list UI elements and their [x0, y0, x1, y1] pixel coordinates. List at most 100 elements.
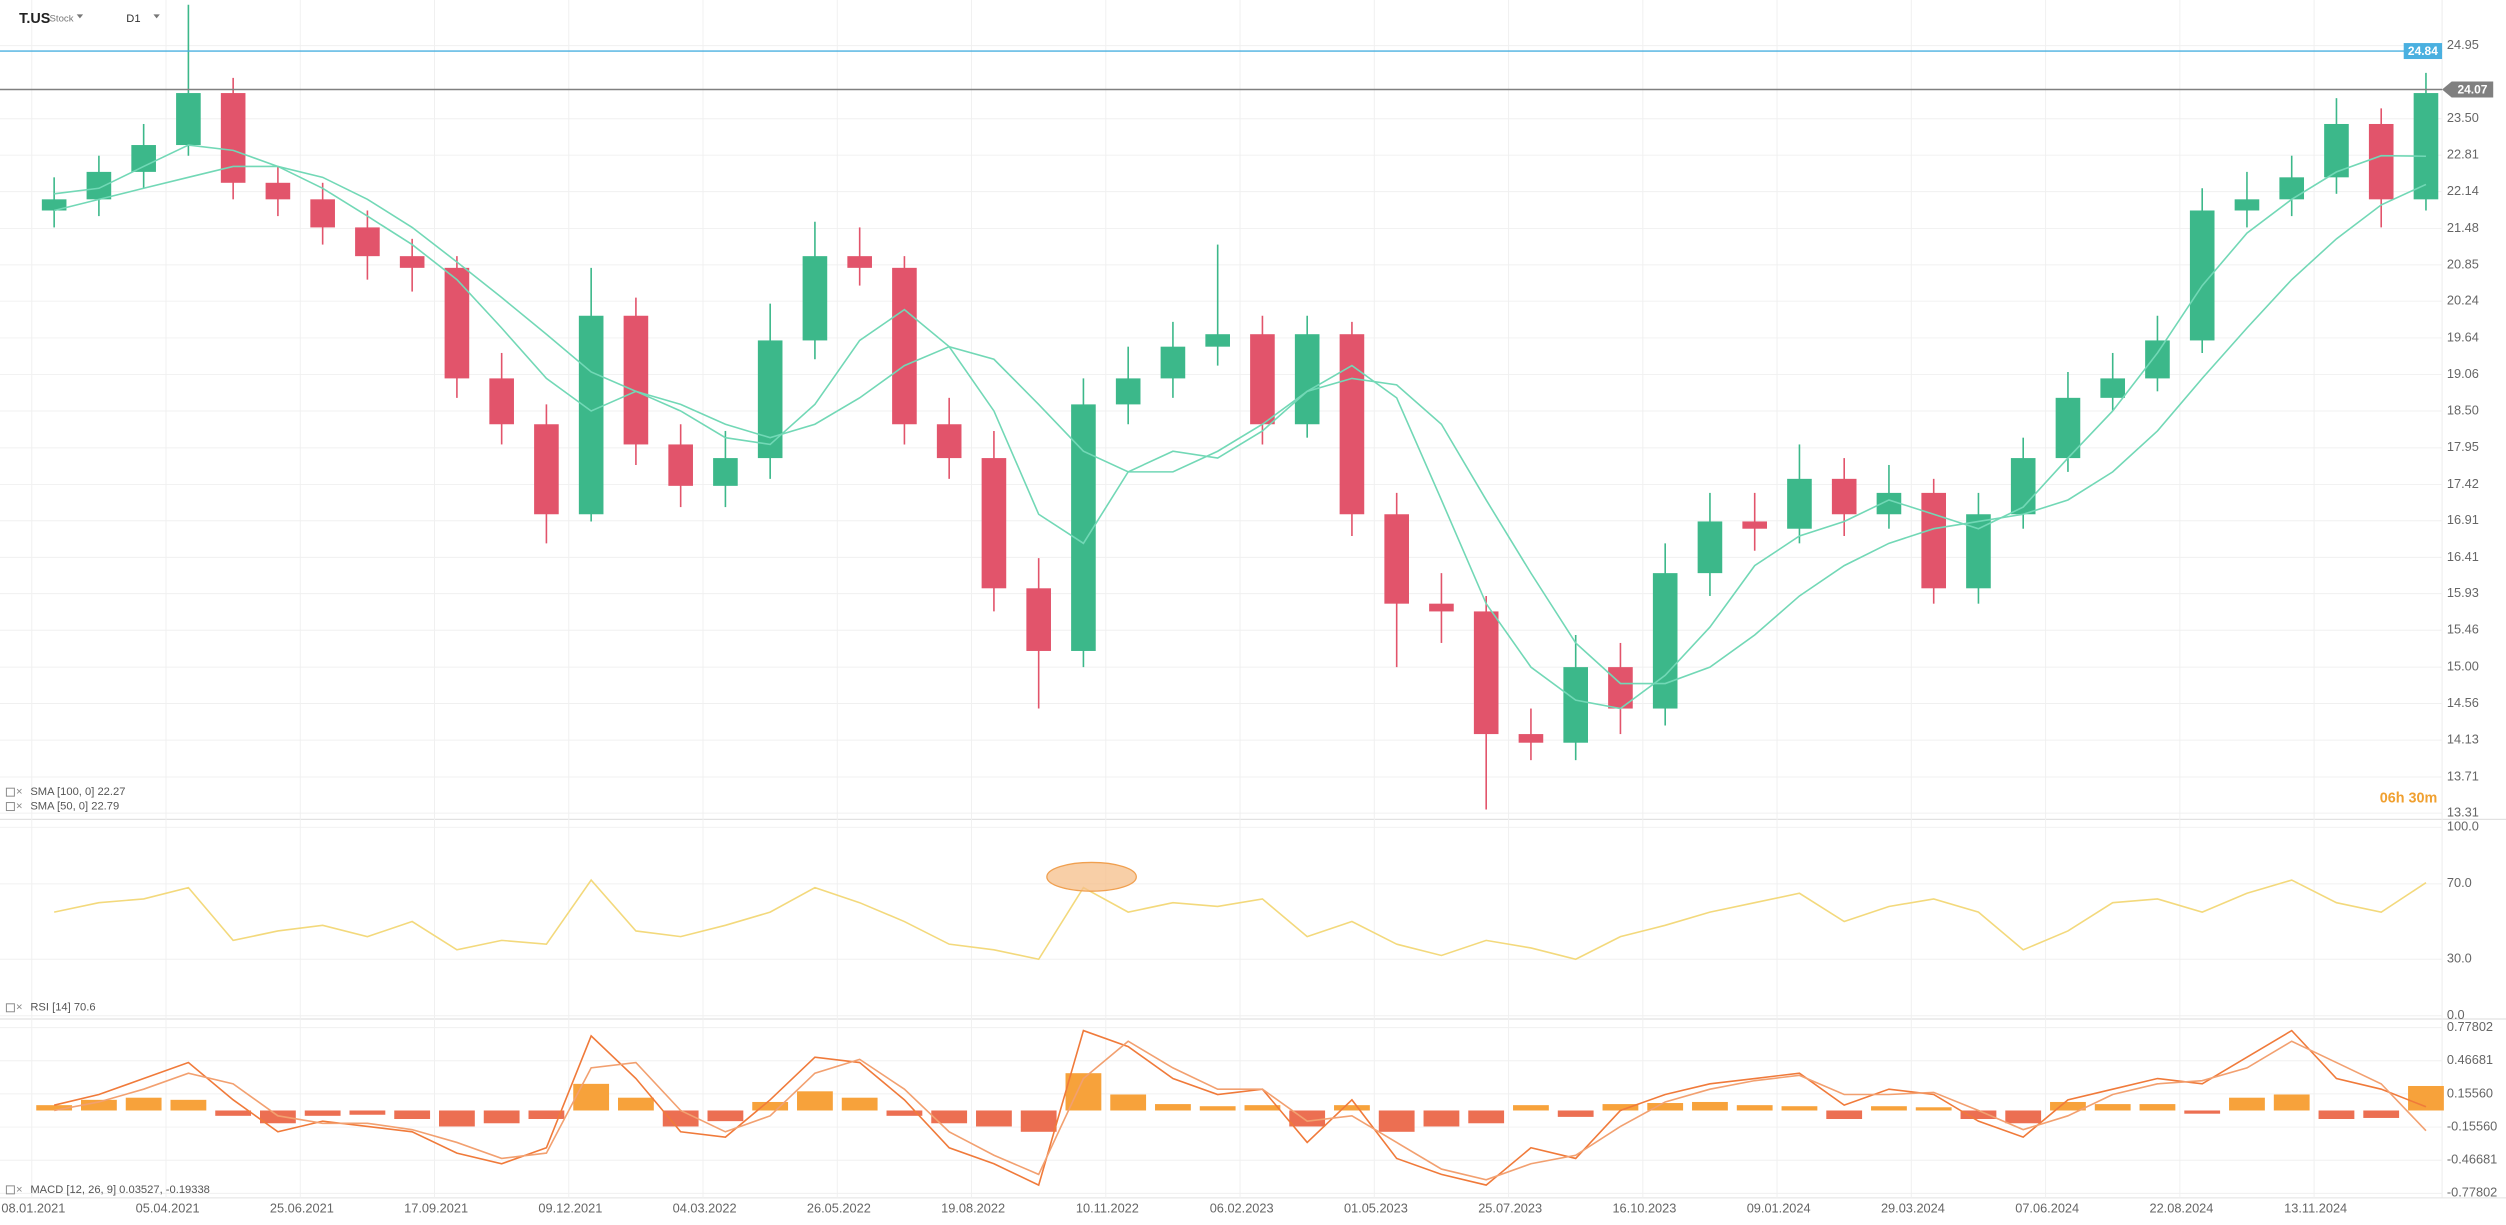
y-tick-label: -0.46681 [2447, 1152, 2497, 1167]
macd-histogram-bar [2229, 1097, 2265, 1111]
macd-line [53, 1040, 2427, 1181]
price-level-tag [2403, 43, 2443, 60]
y-tick-label: 14.56 [2447, 695, 2479, 710]
candle-body [1384, 514, 1409, 604]
candle-body [1742, 521, 1767, 529]
y-tick-label: 16.91 [2447, 512, 2479, 527]
macd-histogram-bar [1602, 1104, 1639, 1111]
candle-body [131, 145, 156, 172]
macd-histogram-bar [797, 1091, 833, 1111]
macd-histogram-bar [2184, 1110, 2221, 1114]
candle-body [1921, 492, 1947, 589]
macd-histogram-bar [976, 1110, 1012, 1127]
y-tick-label: 16.41 [2447, 549, 2479, 564]
macd-histogram-bar [394, 1110, 431, 1120]
y-tick-label: 0.15560 [2447, 1085, 2493, 1100]
x-tick-label: 26.05.2022 [807, 1200, 871, 1215]
x-tick-label: 19.08.2022 [941, 1200, 1005, 1215]
macd-histogram-bar [260, 1110, 296, 1124]
candle-body [2234, 199, 2260, 211]
x-tick-label: 09.12.2021 [538, 1200, 602, 1215]
macd-histogram-bar [1915, 1107, 1952, 1111]
macd-histogram-bar [304, 1110, 341, 1116]
macd-histogram-bar [1199, 1106, 1236, 1111]
candle-body [2413, 93, 2439, 200]
candle-body [2010, 458, 2036, 515]
macd-histogram-bar [2318, 1110, 2355, 1120]
macd-histogram-bar [1244, 1105, 1281, 1111]
y-tick-label: 15.93 [2447, 585, 2479, 600]
macd-histogram-bar [2005, 1110, 2042, 1124]
candle-body [1026, 588, 1051, 651]
macd-histogram-bar [125, 1097, 162, 1111]
y-tick-label: 70.0 [2447, 875, 2472, 890]
legend-text: MACD [12, 26, 9] 0.03527, -0.19338 [30, 1184, 210, 1196]
legend-icon [5, 787, 15, 797]
legend-close: × [16, 786, 23, 798]
macd-histogram-bar [662, 1110, 699, 1127]
dropdown-arrow[interactable] [76, 14, 84, 19]
y-tick-label: 13.31 [2447, 805, 2479, 820]
candle-body [1071, 404, 1096, 651]
macd-histogram-bar [36, 1105, 73, 1111]
candle-body [2279, 177, 2305, 200]
y-tick-label: 20.85 [2447, 256, 2479, 271]
legend-icon [5, 1185, 15, 1195]
y-tick-label: 22.81 [2447, 147, 2479, 162]
macd-histogram-bar [1110, 1094, 1147, 1111]
x-tick-label: 04.03.2022 [673, 1200, 737, 1215]
y-tick-label: 0.46681 [2447, 1052, 2493, 1067]
macd-histogram-bar [170, 1099, 207, 1111]
macd-histogram-bar [1557, 1110, 1594, 1117]
candle-body [1518, 734, 1544, 743]
candle-body [399, 256, 425, 268]
x-tick-label: 08.01.2021 [1, 1200, 65, 1215]
candle-body [534, 424, 559, 515]
candle-body [578, 315, 604, 515]
legend-close: × [16, 1184, 23, 1196]
indicator-line [53, 878, 2427, 961]
symbol[interactable]: T.US [19, 11, 51, 27]
legend-icon [5, 802, 15, 812]
macd-histogram-bar [1155, 1104, 1191, 1111]
macd-histogram-bar [2050, 1101, 2086, 1111]
candle-body [2145, 340, 2170, 379]
y-tick-label: 19.06 [2447, 366, 2479, 381]
x-tick-label: 01.05.2023 [1344, 1200, 1408, 1215]
macd-histogram-bar [1468, 1110, 1505, 1124]
legend-icon [5, 1003, 15, 1013]
sma-line [54, 144, 2426, 710]
y-tick-label: -0.15560 [2447, 1118, 2497, 1133]
macd-histogram-bar [2408, 1085, 2444, 1111]
candle-body [847, 256, 872, 268]
dropdown-arrow[interactable] [153, 14, 160, 19]
candle-body [1294, 334, 1320, 425]
drawing-annotation[interactable] [1046, 861, 1137, 892]
macd-histogram-bar [841, 1097, 878, 1111]
x-tick-label: 07.06.2024 [2015, 1200, 2079, 1215]
candle-body [1652, 573, 1678, 709]
macd-histogram-bar [483, 1110, 520, 1124]
macd-histogram-bar [1647, 1103, 1684, 1111]
candle-body [713, 458, 738, 486]
macd-histogram-bar [1513, 1105, 1549, 1111]
legend-text: SMA [100, 0] 22.27 [30, 786, 125, 798]
candle-body [41, 199, 67, 211]
x-tick-label: 09.01.2024 [1747, 1200, 1811, 1215]
candle-body [2368, 123, 2394, 200]
macd-histogram-bar [931, 1110, 968, 1124]
y-tick-label: 17.42 [2447, 476, 2479, 491]
x-tick-label: 10.11.2022 [1076, 1200, 1139, 1215]
y-tick-label: -0.77802 [2447, 1185, 2497, 1200]
y-tick-label: 13.71 [2447, 768, 2479, 783]
x-tick-label: 13.11.2024 [2284, 1200, 2347, 1215]
macd-histogram-bar [618, 1097, 654, 1111]
macd-histogram-bar [752, 1101, 789, 1111]
timeframe[interactable]: D1 [126, 13, 140, 25]
candle-body [1339, 334, 1365, 515]
macd-histogram-bar [886, 1110, 923, 1116]
candle-body [2100, 378, 2126, 398]
macd-histogram-bar [1334, 1105, 1370, 1111]
x-tick-label: 25.06.2021 [270, 1200, 334, 1215]
